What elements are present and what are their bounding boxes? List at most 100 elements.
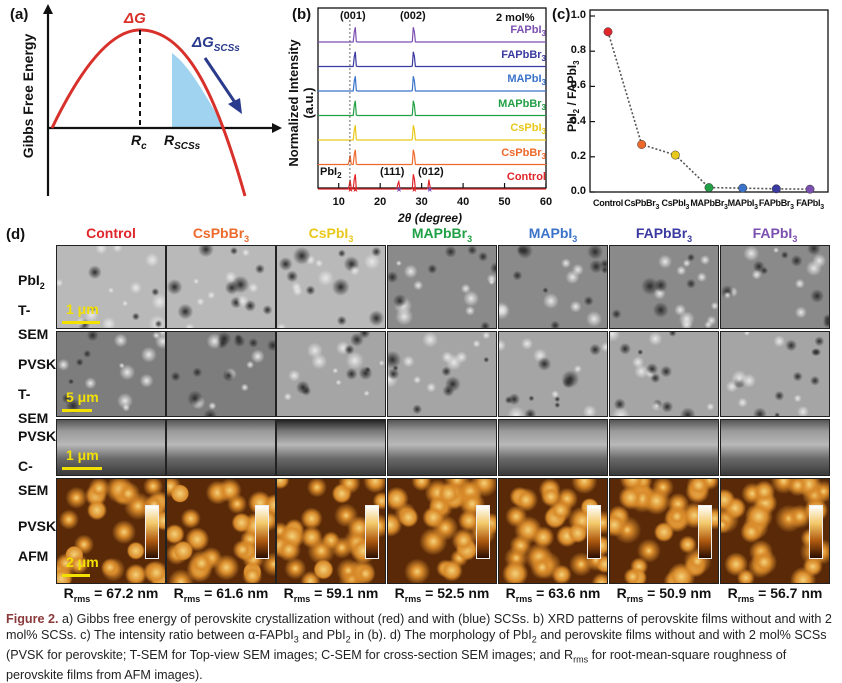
figure-number: Figure 2.: [6, 612, 59, 626]
gibbs-curve: [50, 28, 247, 197]
xrd-trace-label: MAPbI3: [507, 73, 546, 88]
panel-b-xlabel: 2θ (degree): [398, 211, 463, 225]
xrd-peak-marker: ★: [426, 185, 433, 194]
xrd-trace-mapbi: [318, 76, 546, 92]
rms-value: Rrms = 56.7 nm: [727, 585, 823, 604]
column-header: CsPbI3: [308, 225, 354, 244]
afm-image: [609, 478, 719, 584]
scale-bar: [62, 409, 92, 412]
row-label: PVSK C-SEM: [18, 428, 57, 498]
xrd-trace-fapbi: [318, 27, 546, 43]
column-header: FAPbBr3: [635, 225, 693, 244]
peak-label-002: (002): [400, 10, 426, 22]
panel-c-ylabel: PbI2 / FAPbI3: [564, 60, 582, 132]
afm-image: [166, 478, 276, 584]
ratio-x-tick-label: CsPbBr3: [624, 198, 660, 211]
y-axis-arrowhead: [43, 4, 53, 14]
scale-bar-label: 2 μm: [66, 554, 99, 570]
xrd-frame: [317, 7, 547, 189]
sem-image: [56, 331, 166, 417]
ratio-x-tick-label: CsPbI3: [661, 198, 690, 211]
panel-d-label: (d): [6, 226, 26, 243]
sem-image: [276, 245, 386, 329]
xrd-trace-label: FAPbI3: [510, 24, 546, 39]
afm-image: [387, 478, 497, 584]
ratio-y-tick-label: 0.6: [570, 79, 586, 92]
ratio-y-tick-label: 0.8: [570, 44, 586, 57]
figure-caption: Figure 2. a) Gibbs free energy of perovs…: [6, 612, 832, 682]
ratio-x-tick-label: FAPbI3: [796, 198, 824, 211]
xrd-x-tick-label: 30: [415, 196, 428, 208]
ratio-frame: [589, 9, 829, 193]
scale-bar: [62, 467, 102, 470]
x-axis-arrowhead: [272, 123, 282, 133]
ratio-point-cspbbr3: [637, 140, 647, 149]
sem-image: [166, 419, 276, 476]
sem-image: [609, 245, 719, 329]
column-header: MAPbBr3: [411, 225, 473, 244]
rc-label: Rc: [131, 132, 147, 152]
afm-image: [720, 478, 830, 584]
sem-image: [56, 419, 166, 476]
scale-bar-label: 5 μm: [66, 389, 99, 405]
xrd-trace-fapbbr: [318, 51, 546, 68]
peak-label-012: (012): [418, 166, 444, 178]
xrd-trace-cspbi: [318, 125, 546, 141]
sem-image: [166, 331, 276, 417]
sem-image: [166, 245, 276, 329]
xrd-trace-label: CsPbBr3: [501, 146, 546, 161]
ratio-y-tick-label: 0.2: [570, 149, 586, 162]
xrd-chart: ★★ ★ ★ ★: [317, 7, 547, 194]
panel-b-label: (b): [292, 6, 312, 23]
decrease-arrow: [203, 57, 238, 105]
sem-image: [276, 331, 386, 417]
xrd-x-tick-label: 50: [498, 196, 511, 208]
ratio-chart: [589, 9, 829, 194]
xrd-x-tick-label: 20: [374, 196, 387, 208]
xrd-x-tick-label: 40: [456, 196, 470, 208]
ratio-trend-line: [607, 31, 811, 190]
rms-value: Rrms = 52.5 nm: [394, 585, 490, 604]
scale-bar-label: 1 μm: [66, 301, 99, 317]
delta-g-label: ΔG: [124, 10, 146, 27]
column-header: FAPbI3: [752, 225, 798, 244]
xrd-peak-marker: ★: [352, 185, 359, 194]
scale-bar: [62, 574, 90, 577]
sem-image: [720, 245, 830, 329]
xrd-trace-cspbbr: [318, 149, 546, 166]
afm-color-scale: [145, 505, 159, 559]
afm-color-scale: [809, 505, 823, 559]
xrd-trace-mapbbr: [318, 100, 546, 117]
sem-image: [498, 419, 608, 476]
xrd-peak-marker: ★: [395, 185, 402, 194]
ratio-y-tick-label: 0.0: [570, 185, 586, 197]
xrd-trace-label: Control: [506, 171, 546, 183]
afm-color-scale: [365, 505, 379, 559]
xrd-trace-label: FAPbBr3: [501, 48, 546, 63]
xrd-trace-control: [318, 174, 546, 190]
decrease-arrowhead: [228, 98, 242, 114]
ratio-point-control: [603, 27, 613, 37]
xrd-peak-marker: ★: [347, 185, 354, 194]
sem-image: [56, 245, 166, 329]
sem-image: [609, 419, 719, 476]
sem-image: [387, 419, 497, 476]
ratio-x-tick-label: Control: [593, 198, 623, 208]
ratio-y-tick-label: 0.4: [570, 114, 586, 127]
row-label: PbI2 T-SEM: [18, 272, 49, 342]
afm-color-scale: [476, 505, 490, 559]
gibbs-energy-diagram: [43, 4, 282, 197]
scale-bar-label: 1 μm: [66, 447, 99, 463]
xrd-x-tick-label: 10: [332, 196, 345, 208]
xrd-x-tick-label: 60: [539, 196, 553, 208]
peak-label-001: (001): [340, 10, 366, 22]
xrd-trace-label: MAPbBr3: [498, 97, 546, 112]
afm-image: [276, 478, 386, 584]
panel-c-label: (c): [552, 6, 571, 23]
ratio-x-tick-label: MAPbI3: [727, 198, 758, 211]
column-header: MAPbI3: [528, 225, 578, 244]
column-header: Control: [86, 225, 136, 241]
ratio-point-cspbi3: [670, 150, 680, 160]
afm-color-scale: [698, 505, 712, 559]
scss-barrier-fill: [172, 53, 225, 128]
